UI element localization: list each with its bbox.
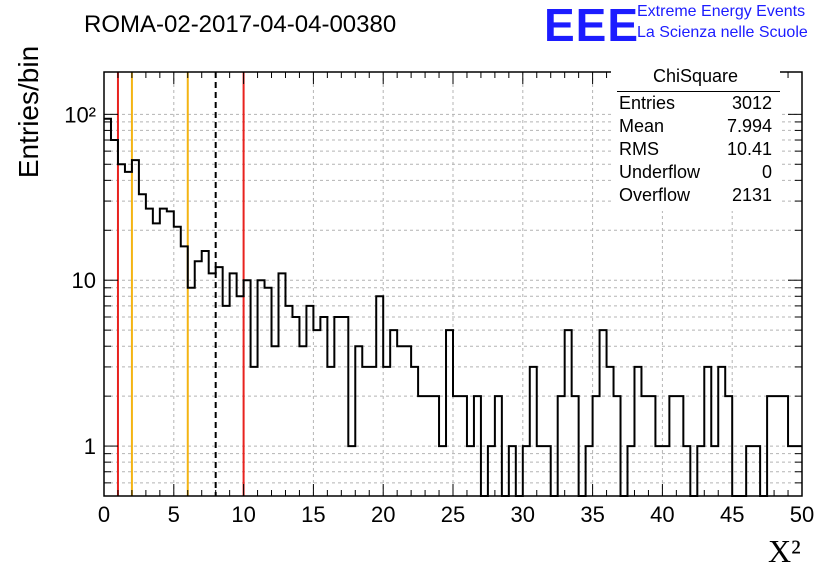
histogram-line [104, 117, 802, 497]
stats-row-rms: RMS 10.41 [619, 139, 772, 163]
chart-title: ROMA-02-2017-04-04-00380 [84, 11, 397, 38]
stats-label: Entries [619, 93, 676, 113]
x-tick-label: 5 [168, 502, 180, 527]
stats-label: RMS [619, 139, 659, 159]
y-tick-label: 10 [72, 268, 96, 293]
x-tick-label: 45 [720, 502, 744, 527]
x-tick-label: 35 [580, 502, 604, 527]
x-tick-label: 30 [511, 502, 535, 527]
y-axis-ticks: 1 10 10² [64, 102, 802, 484]
x-tick-label: 0 [98, 502, 110, 527]
stats-row-mean: Mean 7.994 [619, 116, 772, 140]
stats-value: 10.41 [726, 139, 772, 159]
x-axis-label: X² [768, 533, 801, 569]
eee-logo: EEE [544, 0, 640, 51]
y-axis-label: Entries/bin [13, 46, 44, 178]
stats-box: ChiSquare Entries 3012 Mean 7.994 RMS 10… [611, 66, 780, 211]
x-tick-label: 50 [790, 502, 814, 527]
stats-label: Mean [619, 116, 665, 136]
x-tick-label: 15 [301, 502, 325, 527]
x-tick-label: 10 [231, 502, 255, 527]
stats-row-entries: Entries 3012 [619, 93, 772, 117]
y-tick-label: 10² [64, 102, 96, 127]
stats-value: 0 [761, 162, 772, 182]
stats-value: 2131 [731, 185, 772, 205]
logo-line-1: Extreme Energy Events [637, 3, 806, 20]
logo-line-2: La Scienza nelle Scuole [637, 24, 808, 41]
stats-value: 3012 [731, 93, 772, 113]
x-tick-label: 25 [441, 502, 465, 527]
x-tick-label: 20 [371, 502, 395, 527]
stats-row-underflow: Underflow 0 [619, 162, 772, 186]
vertical-markers [116, 72, 245, 496]
stats-row-overflow: Overflow 2131 [619, 185, 772, 209]
stats-label: Overflow [619, 185, 691, 205]
stats-box-divider [617, 91, 780, 92]
stats-value: 7.994 [726, 116, 772, 136]
stats-box-title: ChiSquare [652, 66, 739, 86]
stats-label: Underflow [619, 162, 701, 182]
y-tick-label: 1 [84, 434, 96, 459]
x-tick-label: 40 [650, 502, 674, 527]
grid-lines [104, 72, 802, 496]
